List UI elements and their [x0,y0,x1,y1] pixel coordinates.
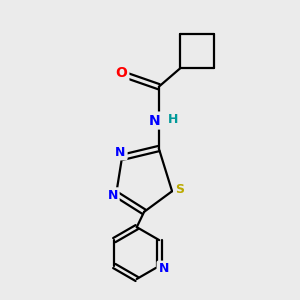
Text: N: N [148,114,160,128]
Text: N: N [116,146,126,159]
Text: N: N [107,189,118,202]
Text: O: O [116,66,128,80]
Text: N: N [158,262,169,275]
Text: H: H [168,112,178,126]
Text: S: S [175,183,184,196]
